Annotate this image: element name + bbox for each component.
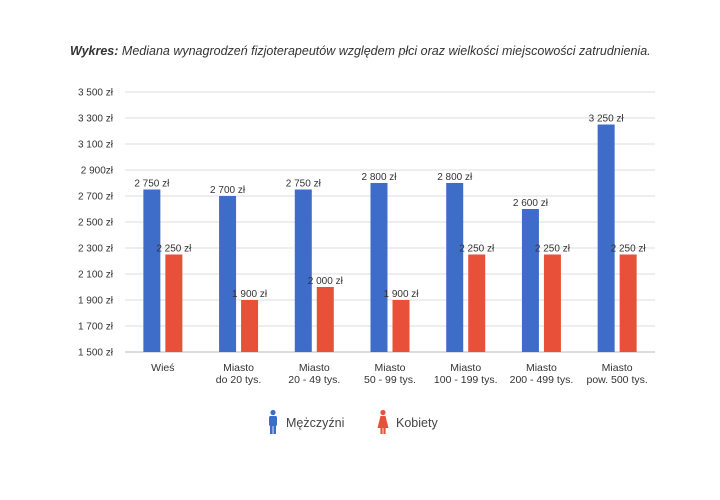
y-tick-label: 2 500 zł — [78, 218, 114, 229]
bar-men — [219, 196, 237, 352]
female-person-icon — [377, 409, 389, 434]
male-person-icon — [269, 409, 277, 434]
data-label: 2 250 zł — [156, 244, 192, 255]
bar-women — [241, 300, 259, 352]
data-label: 2 700 zł — [210, 185, 246, 196]
bar-men — [143, 189, 161, 352]
bar-women — [165, 254, 183, 352]
x-tick-label: Wieś — [151, 362, 174, 374]
data-label: 2 750 zł — [286, 179, 322, 190]
x-tick-label: Miasto 100 - 199 tys. — [434, 362, 498, 386]
data-label: 1 900 zł — [232, 289, 268, 300]
y-tick-label: 3 500 zł — [78, 88, 114, 99]
y-tick-label: 1 700 zł — [78, 322, 114, 333]
data-label: 2 800 zł — [361, 172, 397, 183]
x-tick-label: Miasto 50 - 99 tys. — [364, 362, 416, 386]
y-tick-label: 1 900 zł — [78, 296, 114, 307]
chart-title: Wykres: Mediana wynagrodzeń fizjoterapeu… — [70, 44, 651, 58]
data-label: 2 250 zł — [459, 244, 495, 255]
x-tick-label: Miasto pow. 500 tys. — [586, 362, 647, 386]
data-label: 1 900 zł — [383, 289, 419, 300]
chart-title-text: Mediana wynagrodzeń fizjoterapeutów wzgl… — [121, 44, 651, 58]
data-label: 2 750 zł — [134, 179, 170, 190]
bar-women — [316, 287, 334, 352]
chart-title-prefix: Wykres: — [70, 44, 119, 58]
y-tick-label: 2 900zł — [81, 166, 114, 177]
bar-men — [294, 189, 312, 352]
x-tick-label: Miasto do 20 tys. — [216, 362, 262, 386]
x-tick-label: Miasto 200 - 499 tys. — [510, 362, 574, 386]
data-label: 2 250 zł — [535, 244, 571, 255]
bar-women — [543, 254, 561, 352]
x-tick-label: Miasto 20 - 49 tys. — [288, 362, 340, 386]
y-tick-label: 2 700 zł — [78, 192, 114, 203]
data-label: 2 800 zł — [437, 172, 473, 183]
bar-women — [468, 254, 486, 352]
bar-women — [392, 300, 410, 352]
legend-label-men: Mężczyźni — [286, 416, 344, 430]
bar-men — [446, 183, 464, 352]
data-label: 2 000 zł — [308, 276, 344, 287]
data-label: 2 600 zł — [513, 198, 549, 209]
bar-men — [521, 209, 539, 352]
legend-label-women: Kobiety — [396, 416, 438, 430]
y-tick-label: 3 300 zł — [78, 114, 114, 125]
y-tick-label: 3 100 zł — [78, 140, 114, 151]
y-tick-label: 1 500 zł — [78, 348, 114, 359]
y-tick-label: 2 300 zł — [78, 244, 114, 255]
y-tick-label: 2 100 zł — [78, 270, 114, 281]
data-label: 3 250 zł — [589, 114, 625, 125]
bar-men — [597, 124, 615, 352]
bar-women — [619, 254, 637, 352]
data-label: 2 250 zł — [611, 244, 647, 255]
bar-men — [370, 183, 388, 352]
